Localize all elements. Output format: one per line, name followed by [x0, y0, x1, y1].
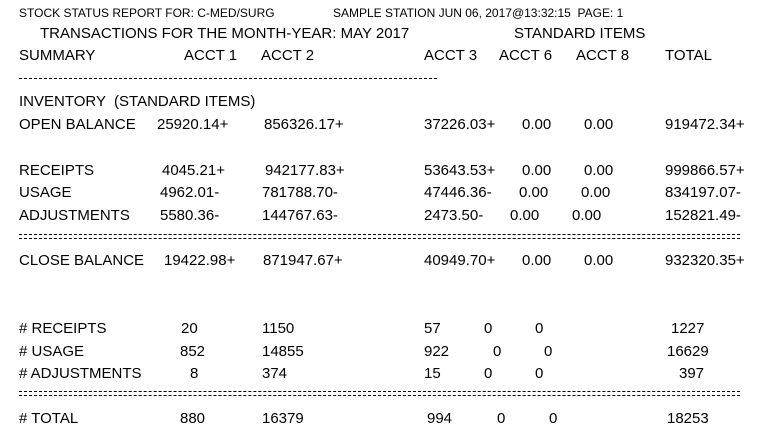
col-summary: SUMMARY: [19, 47, 96, 64]
station-timestamp: SAMPLE STATION JUN 06, 2017@13:32:15 PAG…: [333, 6, 624, 20]
cell-acct8: 0.00: [584, 252, 614, 269]
cell-total: 1227: [671, 320, 705, 337]
cell-acct1: 8: [190, 365, 199, 382]
cell-acct2: 14855: [262, 343, 304, 360]
cell-acct3: 994: [427, 410, 453, 427]
col-acct1: ACCT 1: [184, 47, 238, 64]
cell-acct3: 40949.70+: [424, 252, 496, 269]
cell-total: 834197.07-: [665, 184, 741, 201]
cell-acct8: 0: [535, 320, 544, 337]
cell-total: 397: [679, 365, 705, 382]
cell-acct8: 0: [544, 343, 553, 360]
cell-acct2: 374: [262, 365, 288, 382]
cell-acct8: 0: [535, 365, 544, 382]
row-label: # ADJUSTMENTS: [19, 365, 142, 382]
cell-acct1: 20: [181, 320, 198, 337]
double-divider: [19, 391, 740, 396]
row-label: RECEIPTS: [19, 162, 95, 179]
cell-acct2: 942177.83+: [265, 162, 345, 179]
cell-acct3: 15: [424, 365, 441, 382]
row-label: USAGE: [19, 184, 72, 201]
cell-acct6: 0.00: [522, 252, 552, 269]
cell-acct2: 1150: [262, 320, 295, 337]
cell-acct2: 856326.17+: [264, 116, 344, 133]
cell-acct6: 0: [484, 365, 493, 382]
col-acct8: ACCT 8: [576, 47, 630, 64]
inventory-heading: INVENTORY (STANDARD ITEMS): [19, 93, 256, 110]
cell-acct3: 922: [424, 343, 450, 360]
cell-acct3: 2473.50-: [424, 207, 484, 224]
cell-total: 16629: [667, 343, 709, 360]
col-acct3: ACCT 3: [424, 47, 478, 64]
row-label: # TOTAL: [19, 410, 79, 427]
transactions-period: TRANSACTIONS FOR THE MONTH-YEAR: MAY 201…: [40, 25, 410, 42]
report-title: STOCK STATUS REPORT FOR: C-MED/SURG: [19, 6, 275, 20]
cell-acct3: 53643.53+: [424, 162, 496, 179]
cell-acct8: 0: [549, 410, 558, 427]
cell-acct3: 47446.36-: [424, 184, 492, 201]
row-label: CLOSE BALANCE: [19, 252, 145, 269]
row-label: # USAGE: [19, 343, 85, 360]
cell-acct2: 16379: [262, 410, 304, 427]
col-total: TOTAL: [665, 47, 712, 64]
header-divider: [19, 78, 437, 79]
cell-total: 18253: [667, 410, 709, 427]
row-label: # RECEIPTS: [19, 320, 107, 337]
cell-acct8: 0.00: [572, 207, 602, 224]
cell-total: 919472.34+: [665, 116, 745, 133]
cell-acct3: 37226.03+: [424, 116, 496, 133]
cell-acct1: 4045.21+: [162, 162, 225, 179]
cell-acct1: 25920.14+: [157, 116, 229, 133]
cell-acct6: 0: [497, 410, 506, 427]
cell-acct1: 852: [180, 343, 206, 360]
cell-acct1: 5580.36-: [160, 207, 220, 224]
cell-acct6: 0.00: [510, 207, 540, 224]
cell-acct6: 0: [484, 320, 493, 337]
cell-acct6: 0.00: [519, 184, 549, 201]
cell-total: 152821.49-: [665, 207, 741, 224]
double-divider: [19, 234, 740, 239]
cell-acct1: 19422.98+: [164, 252, 236, 269]
row-label: OPEN BALANCE: [19, 116, 136, 133]
cell-acct6: 0.00: [522, 162, 552, 179]
cell-acct3: 57: [424, 320, 441, 337]
col-acct6: ACCT 6: [499, 47, 553, 64]
cell-total: 932320.35+: [665, 252, 745, 269]
cell-acct8: 0.00: [581, 184, 611, 201]
cell-acct1: 880: [180, 410, 206, 427]
cell-acct1: 4962.01-: [160, 184, 220, 201]
standard-items-label: STANDARD ITEMS: [514, 25, 646, 42]
cell-acct2: 144767.63-: [262, 207, 338, 224]
cell-acct8: 0.00: [584, 162, 614, 179]
cell-acct8: 0.00: [584, 116, 614, 133]
cell-acct6: 0: [493, 343, 502, 360]
row-label: ADJUSTMENTS: [19, 207, 130, 224]
cell-total: 999866.57+: [665, 162, 745, 179]
cell-acct2: 781788.70-: [262, 184, 338, 201]
cell-acct2: 871947.67+: [263, 252, 343, 269]
cell-acct6: 0.00: [522, 116, 552, 133]
col-acct2: ACCT 2: [261, 47, 315, 64]
